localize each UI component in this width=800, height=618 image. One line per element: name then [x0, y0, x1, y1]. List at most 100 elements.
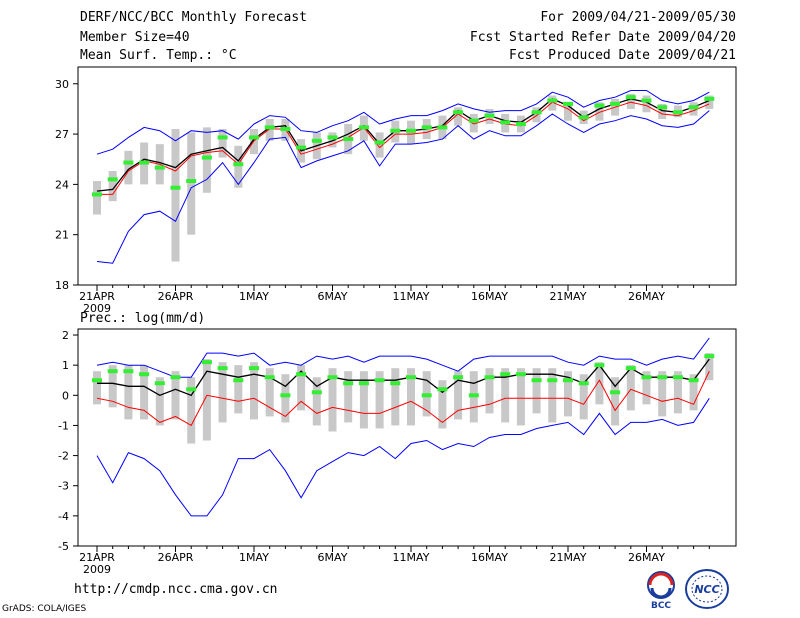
temp-obs-marker: [468, 118, 479, 123]
prec-spread-bar: [297, 365, 306, 411]
prec-ytick-label: -2: [58, 450, 69, 463]
prec-ytick-label: -4: [58, 510, 69, 523]
temp-obs-marker: [249, 135, 259, 140]
prec-obs-marker: [515, 372, 526, 377]
prec-spread-bar: [265, 368, 274, 417]
prec-spread-bar: [642, 371, 651, 405]
temp-obs-marker: [672, 110, 683, 115]
temp-obs-marker: [453, 110, 464, 115]
prec-obs-marker: [343, 381, 354, 386]
temp-obs-marker: [563, 101, 573, 106]
temp-obs-marker: [186, 179, 197, 184]
temp-ytick-label: 27: [55, 128, 69, 141]
temp-max-line: [96, 90, 710, 155]
temp-obs-marker: [688, 105, 699, 110]
temp-median-line: [97, 101, 710, 195]
temp-xtick-label: 21MAY: [550, 290, 587, 303]
prec-obs-marker: [233, 378, 244, 383]
temp-obs-marker: [421, 125, 432, 130]
precip-variable-label: Prec.: log(mm/d): [80, 311, 205, 326]
temp-spread-bar: [234, 145, 243, 188]
prec-obs-marker: [657, 375, 668, 380]
temp-ytick-label: 30: [55, 78, 69, 91]
prec-ytick-label: -5: [58, 540, 69, 553]
prec-obs-marker: [280, 393, 291, 398]
temp-obs-marker: [107, 177, 118, 182]
prec-spread-bar: [359, 371, 368, 429]
temp-spread-bar: [265, 118, 274, 141]
prec-obs-marker: [186, 387, 197, 392]
temp-obs-marker: [610, 101, 621, 106]
prec-spread-bar: [234, 365, 243, 414]
temp-obs-marker: [641, 98, 652, 103]
temp-ytick-label: 24: [55, 178, 69, 191]
prec-obs-marker: [563, 378, 573, 383]
prec-spread-bar: [108, 365, 117, 408]
prec-spread-bar: [407, 368, 415, 426]
prec-obs-marker: [249, 366, 259, 371]
prec-spread-bar: [312, 377, 321, 426]
temp-frame: [77, 66, 737, 286]
temp-obs-marker: [374, 140, 385, 145]
prec-spread-bar: [689, 374, 698, 411]
prec-obs-marker: [217, 366, 228, 371]
temp-obs-marker: [154, 165, 165, 170]
temp-xtick-label: 21APR: [79, 290, 115, 303]
prec-obs-marker: [406, 375, 416, 380]
prec-spread-bar: [250, 362, 258, 420]
prec-spread-bar: [438, 380, 447, 429]
prec-obs-marker: [201, 360, 212, 365]
prec-obs-marker: [625, 366, 636, 371]
prec-spread-bar: [187, 377, 196, 444]
temp-obs-marker: [327, 135, 338, 140]
temp-obs-marker: [264, 125, 275, 130]
temp-obs-marker: [625, 95, 636, 100]
prec-obs-marker: [468, 393, 479, 398]
chart-title: DERF/NCC/BCC Monthly Forecast: [80, 10, 307, 25]
temp-xtick-label: 26MAY: [628, 290, 665, 303]
temp-obs-marker: [515, 122, 526, 127]
prec-obs-marker: [531, 378, 542, 383]
prec-spread-bar: [516, 368, 525, 426]
temp-xtick-label: 26APR: [158, 290, 194, 303]
temp-obs-marker: [531, 110, 542, 115]
temp-xtick-label: 16MAY: [471, 290, 508, 303]
temp-obs-marker: [358, 125, 369, 130]
prec-frame: [77, 328, 737, 547]
temp-xtick-label: 1MAY: [239, 290, 269, 303]
prec-spread-bar: [375, 371, 384, 429]
prec-obs-marker: [358, 381, 369, 386]
prec-obs-marker: [123, 369, 134, 374]
temp-xtick-label: 6MAY: [318, 290, 348, 303]
prec-ytick-label: -3: [58, 480, 69, 493]
forecast-started: Fcst Started Refer Date 2009/04/20: [469, 30, 736, 45]
prec-spread-bar: [532, 368, 541, 414]
temp-spread-bar: [658, 103, 667, 119]
prec-spread-bar: [218, 362, 227, 423]
temp-spread-bar: [202, 127, 211, 193]
prec-spread-bar: [658, 371, 667, 417]
temp-obs-marker: [123, 160, 134, 165]
prec-obs-marker: [170, 375, 181, 380]
prec-spread-bar: [328, 368, 337, 432]
bcc-logo-text: BCC: [651, 601, 671, 610]
temp-spread-bar: [454, 107, 463, 126]
prec-ytick-label: -1: [58, 419, 69, 432]
prec-obs-marker: [264, 375, 275, 380]
temp-spread-bar: [171, 129, 180, 262]
prec-obs-marker: [688, 378, 699, 383]
prec-obs-marker: [594, 363, 605, 368]
website-url[interactable]: http://cmdp.ncc.cma.gov.cn: [74, 582, 278, 597]
precipitation-panel: -5 -4 -3 -2 -1 0 1 2 21APR 26APR 1MAY 6MAY 11MAY 16MA…: [58, 328, 737, 576]
temp-mean-line: [96, 98, 710, 192]
prec-xtick-label: 21APR: [79, 551, 115, 564]
prec-spread-bar: [202, 359, 211, 441]
prec-year-label: 2009: [83, 563, 111, 576]
prec-xtick-label: 26MAY: [628, 551, 665, 564]
temp-spread-bar: [532, 107, 541, 123]
temp-obs-marker: [500, 120, 511, 125]
prec-xtick-label: 26APR: [158, 551, 194, 564]
temp-spread-bar: [564, 102, 572, 121]
prec-median-line: [96, 370, 710, 427]
prec-obs-marker: [154, 381, 165, 386]
